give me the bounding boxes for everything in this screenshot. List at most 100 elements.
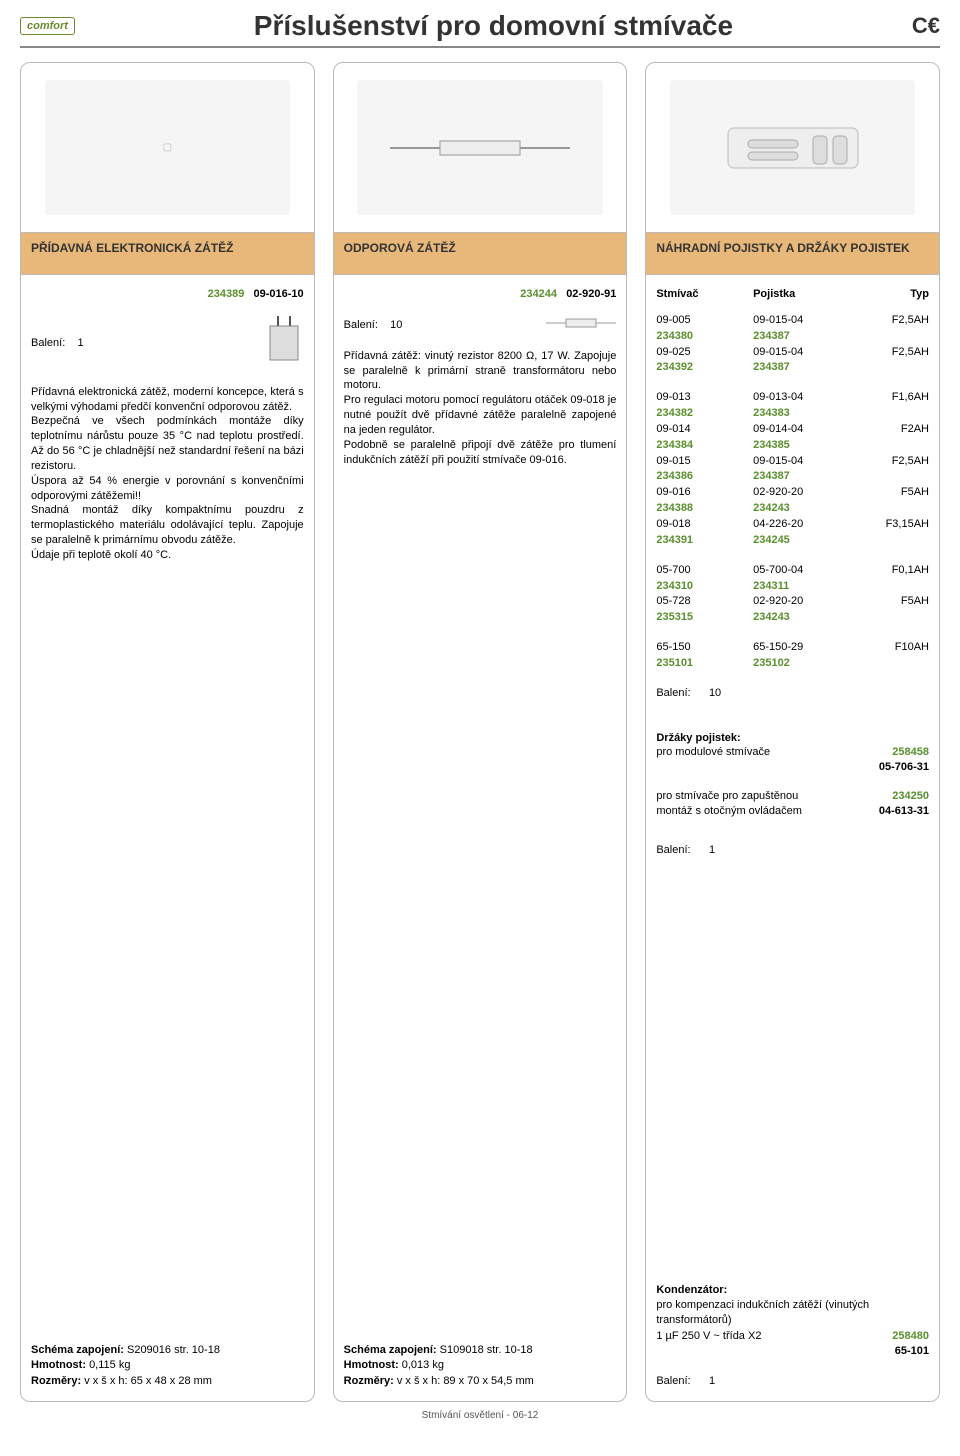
- product-image-box: [334, 63, 627, 233]
- column-heading: ODPOROVÁ ZÁTĚŽ: [334, 233, 627, 275]
- fuse-type: F2,5AH: [850, 454, 929, 469]
- product-image-box: ▢: [21, 63, 314, 233]
- fuse-type: F2,5AH: [850, 345, 929, 360]
- column-fuses: NÁHRADNÍ POJISTKY A DRŽÁKY POJISTEK Stmí…: [645, 62, 940, 1402]
- weight-value: 0,115 kg: [89, 1359, 130, 1371]
- fuse-dimmer: 235315: [656, 610, 753, 625]
- fuse-dimmer: 234386: [656, 469, 753, 484]
- baleni-label: Balení:: [344, 319, 378, 331]
- fuse-dimmer: 09-013: [656, 390, 753, 405]
- baleni-label: Balení:: [656, 1375, 690, 1387]
- holder-code: 04-613-31: [879, 804, 929, 819]
- fuse-row: 09-02509-015-04F2,5AH: [656, 345, 929, 360]
- fuse-row: 235101235102: [656, 656, 929, 671]
- fuse-row: 05-70005-700-04F0,1AH: [656, 563, 929, 578]
- fuse-code: 234383: [753, 406, 850, 421]
- fuse-dimmer: 09-018: [656, 517, 753, 532]
- fuse-dimmer: 65-150: [656, 640, 753, 655]
- holder-label-l2: montáž s otočným ovládačem: [656, 804, 879, 819]
- fuse-table-header: Stmívač Pojistka Typ: [656, 287, 929, 302]
- fuse-row: 234392234387: [656, 360, 929, 375]
- fuse-row: 09-01804-226-20F3,15AH: [656, 517, 929, 532]
- fuse-group-4: 65-15065-150-29F10AH235101235102: [656, 640, 929, 672]
- fuse-code: 02-920-20: [753, 485, 850, 500]
- fuse-code: 09-013-04: [753, 390, 850, 405]
- fuse-type: F10AH: [850, 640, 929, 655]
- th-dimmer: Stmívač: [656, 287, 753, 302]
- weight-label: Hmotnost:: [344, 1359, 399, 1371]
- baleni-label: Balení:: [656, 844, 690, 856]
- footer-specs: Schéma zapojení: S209016 str. 10-18 Hmot…: [31, 1343, 304, 1389]
- fuse-dimmer: 234384: [656, 438, 753, 453]
- fuse-dimmer: 09-014: [656, 422, 753, 437]
- fuse-row: 234382234383: [656, 406, 929, 421]
- capacitor-block: Kondenzátor: pro kompenzaci indukčních z…: [656, 1283, 929, 1389]
- product-image-placeholder: [357, 80, 602, 214]
- fuse-code: 234387: [753, 469, 850, 484]
- th-type: Typ: [850, 287, 929, 302]
- fuse-group-1: 09-00509-015-04F2,5AH23438023438709-0250…: [656, 313, 929, 376]
- fuse-code: 09-014-04: [753, 422, 850, 437]
- fuse-row: 09-01409-014-04F2AH: [656, 422, 929, 437]
- fuse-code: 09-015-04: [753, 313, 850, 328]
- holder-label: pro modulové stmívače: [656, 745, 892, 760]
- fuse-dimmer: 234310: [656, 579, 753, 594]
- dimensions-value: v x š x h: 65 x 48 x 28 mm: [84, 1375, 212, 1387]
- column-additional-load: ▢ PŘÍDAVNÁ ELEKTRONICKÁ ZÁTĚŽ 234389 09-…: [20, 62, 315, 1402]
- baleni-value: 1: [709, 1375, 715, 1387]
- product-image-box: [646, 63, 939, 233]
- dimensions-label: Rozměry:: [344, 1375, 394, 1387]
- fuse-code: 09-015-04: [753, 454, 850, 469]
- fuse-code: 234243: [753, 610, 850, 625]
- column-heading: NÁHRADNÍ POJISTKY A DRŽÁKY POJISTEK: [646, 233, 939, 275]
- fuse-code: 234387: [753, 329, 850, 344]
- weight-label: Hmotnost:: [31, 1359, 86, 1371]
- fuse-code: 05-700-04: [753, 563, 850, 578]
- description-text: Přídavná elektronická zátěž, moderní kon…: [31, 385, 304, 563]
- dimensions-value: v x š x h: 89 x 70 x 54,5 mm: [397, 1375, 534, 1387]
- dimensions-label: Rozměry:: [31, 1375, 81, 1387]
- fuse-type: F2AH: [850, 422, 929, 437]
- fuse-row: 09-01602-920-20F5AH: [656, 485, 929, 500]
- fuse-row: 234386234387: [656, 469, 929, 484]
- fuse-type: [850, 501, 929, 516]
- baleni-label: Balení:: [656, 687, 690, 699]
- module-icon: [264, 316, 304, 366]
- fuse-dimmer: 09-016: [656, 485, 753, 500]
- fuse-row: 09-00509-015-04F2,5AH: [656, 313, 929, 328]
- ce-mark-icon: C€: [912, 13, 940, 39]
- fuse-dimmer: 09-015: [656, 454, 753, 469]
- column-heading: PŘÍDAVNÁ ELEKTRONICKÁ ZÁTĚŽ: [21, 233, 314, 275]
- sku-code: 02-920-91: [566, 288, 616, 300]
- fuse-type: F5AH: [850, 594, 929, 609]
- sku-green: 234244: [520, 288, 557, 300]
- holder-sku: 258458: [892, 745, 929, 760]
- fuse-type: F5AH: [850, 485, 929, 500]
- fuse-type: F2,5AH: [850, 313, 929, 328]
- fuse-code: 04-226-20: [753, 517, 850, 532]
- fuse-dimmer: 235101: [656, 656, 753, 671]
- packaging-row: Balení: 10: [344, 316, 617, 335]
- fuse-row: 235315234243: [656, 610, 929, 625]
- packaging-row-2: Balení: 1: [656, 843, 929, 858]
- product-image-placeholder: ▢: [45, 80, 290, 214]
- fuse-code: 234387: [753, 360, 850, 375]
- sku-green: 234389: [208, 288, 245, 300]
- fuse-code: 09-015-04: [753, 345, 850, 360]
- fuse-row: 05-72802-920-20F5AH: [656, 594, 929, 609]
- fuse-type: [850, 610, 929, 625]
- fuse-type: [850, 438, 929, 453]
- fuse-group-2: 09-01309-013-04F1,6AH23438223438309-0140…: [656, 390, 929, 548]
- fuse-type: F3,15AH: [850, 517, 929, 532]
- holders-title: Držáky pojistek:: [656, 731, 929, 746]
- fuse-row: 234391234245: [656, 533, 929, 548]
- fuse-dimmer: 234392: [656, 360, 753, 375]
- fuse-row: 234388234243: [656, 501, 929, 516]
- fuse-code: 234245: [753, 533, 850, 548]
- baleni-value: 10: [390, 319, 402, 331]
- capacitor-spec: 1 µF 250 V ~ třída X2: [656, 1329, 892, 1344]
- packaging-row: Balení: 1: [31, 316, 304, 371]
- holder-row-module: pro modulové stmívače 258458: [656, 745, 929, 760]
- holder-row-flush-2: montáž s otočným ovládačem 04-613-31: [656, 804, 929, 819]
- fuse-row: 234310234311: [656, 579, 929, 594]
